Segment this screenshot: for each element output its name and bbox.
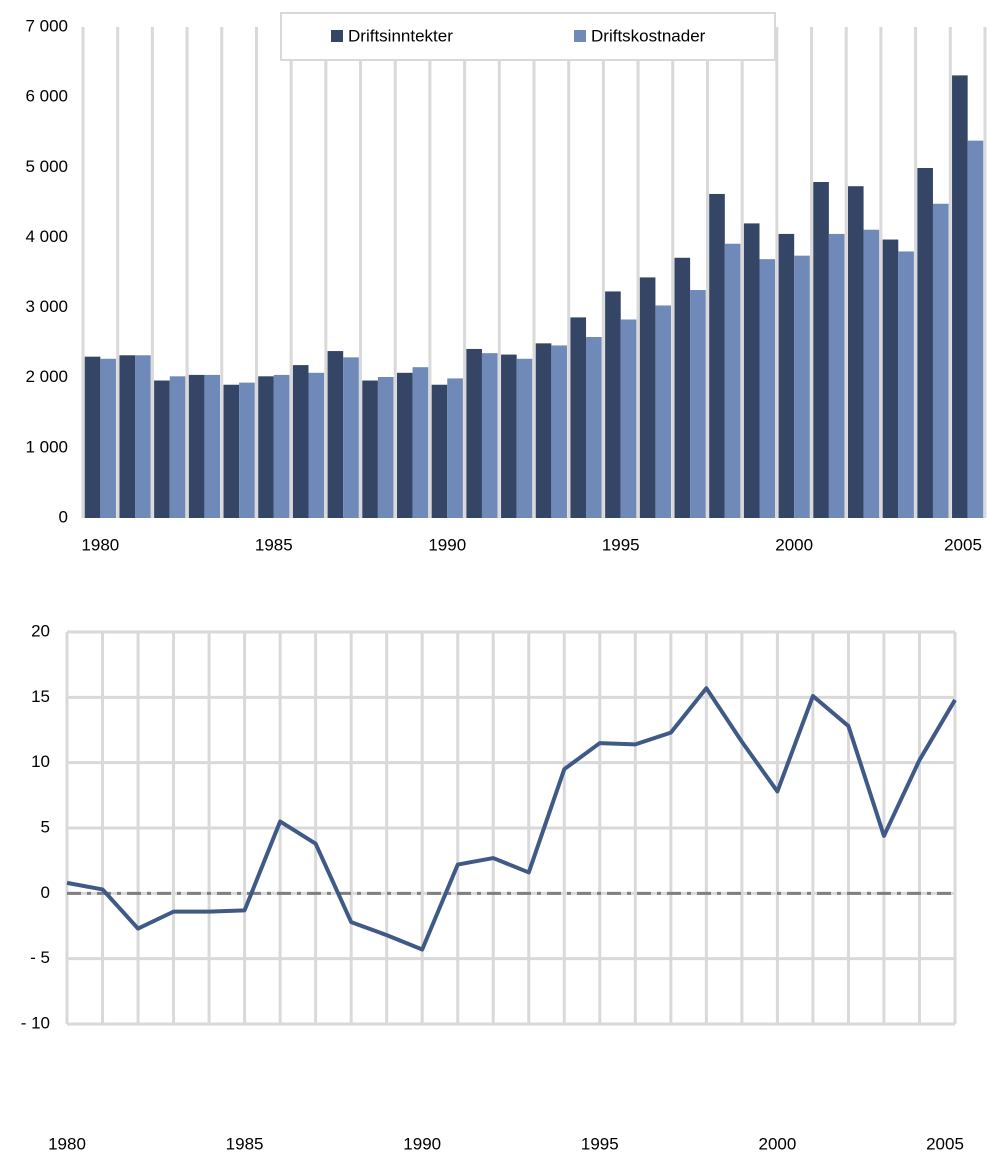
y-tick-label: 2 000 [25, 367, 68, 386]
bar [343, 357, 359, 518]
y-tick-label: 5 [41, 817, 50, 836]
bar [535, 343, 552, 518]
x-tick-label: 1985 [255, 535, 293, 554]
bar [466, 348, 482, 518]
bar [605, 291, 621, 518]
bar [223, 384, 240, 518]
x-tick-label: 2000 [758, 1134, 796, 1153]
x-tick-label: 1985 [226, 1134, 264, 1153]
bar [570, 317, 587, 518]
bar [724, 243, 741, 518]
line [66, 686, 957, 952]
bar [396, 372, 413, 518]
bar [84, 356, 101, 518]
legend-label: Driftskostnader [591, 26, 706, 45]
bar [952, 75, 968, 519]
x-tick-label: 1980 [48, 1134, 86, 1153]
legend-box [280, 12, 776, 61]
bar [119, 355, 136, 518]
legend-swatch [331, 30, 343, 42]
x-tick-label: 1995 [602, 535, 640, 554]
x-tick-label: 2005 [944, 535, 982, 554]
y-tick-label: 15 [31, 687, 50, 706]
y-tick-label: 7 000 [25, 16, 68, 35]
bar [743, 223, 760, 518]
bar [778, 233, 795, 518]
bar [412, 367, 429, 518]
y-tick-label: - 10 [21, 1013, 50, 1032]
bar [586, 337, 602, 518]
bar [154, 380, 170, 518]
bar [690, 290, 706, 518]
bar [639, 277, 656, 518]
y-tick-label: 3 000 [25, 297, 68, 316]
bar [516, 358, 533, 518]
y-tick-label: 6 000 [25, 87, 68, 106]
bar [967, 140, 984, 519]
bar [674, 257, 691, 518]
bar [362, 380, 378, 518]
bar [292, 365, 309, 518]
bar [863, 229, 880, 518]
y-tick-label: 0 [41, 883, 50, 902]
x-tick-label: 2005 [926, 1134, 964, 1153]
legend-label: Driftsinntekter [348, 26, 453, 45]
x-tick-label: 1990 [428, 535, 466, 554]
bar [551, 345, 567, 518]
y-tick-label: 10 [31, 752, 50, 771]
bar [847, 186, 864, 518]
bar [481, 353, 498, 518]
bar [135, 355, 151, 518]
bar [898, 251, 914, 518]
bar [501, 354, 517, 518]
y-tick-label: 4 000 [25, 227, 68, 246]
y-tick-label: 20 [31, 621, 50, 640]
bar [882, 239, 899, 519]
bar [794, 255, 810, 518]
bar [709, 193, 725, 518]
x-tick-label: 1980 [81, 535, 119, 554]
bar [447, 378, 463, 518]
y-tick-label: 5 000 [25, 157, 68, 176]
bar [917, 167, 933, 519]
bar [100, 358, 116, 518]
bar [188, 374, 205, 518]
bar [273, 374, 290, 518]
y-tick-label: 0 [59, 507, 68, 526]
x-tick-label: 1995 [581, 1134, 619, 1153]
bar [308, 372, 325, 518]
bar [377, 377, 394, 518]
bar [759, 259, 776, 518]
y-tick-label: 1 000 [25, 437, 68, 456]
bar [813, 182, 829, 518]
bar [327, 351, 344, 518]
bar [204, 374, 221, 518]
bar [258, 376, 274, 518]
bar [828, 233, 845, 518]
bar [169, 376, 186, 518]
x-tick-label: 2000 [775, 535, 813, 554]
bar [655, 305, 672, 518]
y-tick-label: - 5 [30, 948, 50, 967]
bar [620, 319, 637, 518]
legend-swatch [574, 30, 586, 42]
bar [239, 382, 255, 518]
bar [431, 384, 448, 518]
bar [932, 203, 949, 518]
x-tick-label: 1990 [403, 1134, 441, 1153]
